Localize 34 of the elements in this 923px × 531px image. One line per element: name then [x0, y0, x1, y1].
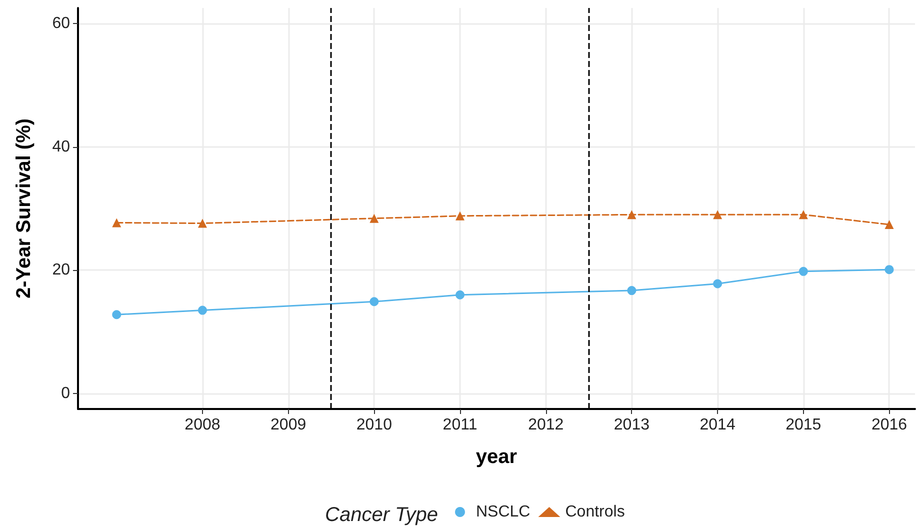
x-tick-label: 2013	[614, 416, 650, 434]
point	[370, 214, 379, 223]
point	[713, 210, 722, 220]
y-axis-title: 2-Year Survival (%)	[13, 118, 35, 299]
point	[884, 265, 894, 274]
point	[798, 266, 808, 276]
legend-label: Controls	[565, 504, 625, 520]
point	[627, 210, 636, 220]
legend-title: Cancer Type	[325, 504, 438, 526]
x-tick-label: 2008	[184, 416, 220, 434]
point	[198, 306, 207, 315]
point	[370, 297, 379, 306]
x-tick-label: 2014	[700, 416, 736, 434]
point	[112, 218, 122, 228]
y-tick-label: 0	[61, 385, 70, 402]
point	[713, 279, 722, 288]
x-tick-label: 2011	[442, 416, 478, 434]
y-tick-label: 60	[52, 14, 70, 32]
x-tick-label: 2015	[786, 416, 822, 434]
point	[456, 290, 465, 300]
point	[627, 286, 636, 296]
point	[112, 310, 122, 320]
x-tick-label: 2016	[871, 416, 908, 434]
legend-label: NSCLC	[476, 504, 530, 520]
point	[884, 220, 894, 230]
x-tick-label: 2010	[356, 416, 392, 434]
y-tick-label: 40	[52, 138, 70, 156]
point	[198, 218, 207, 228]
point	[456, 211, 465, 220]
x-tick-label: 2012	[528, 416, 564, 434]
x-axis-title: year	[476, 446, 518, 468]
y-tick-label: 20	[52, 262, 70, 279]
point	[798, 210, 808, 220]
x-tick-label: 2009	[270, 416, 306, 434]
